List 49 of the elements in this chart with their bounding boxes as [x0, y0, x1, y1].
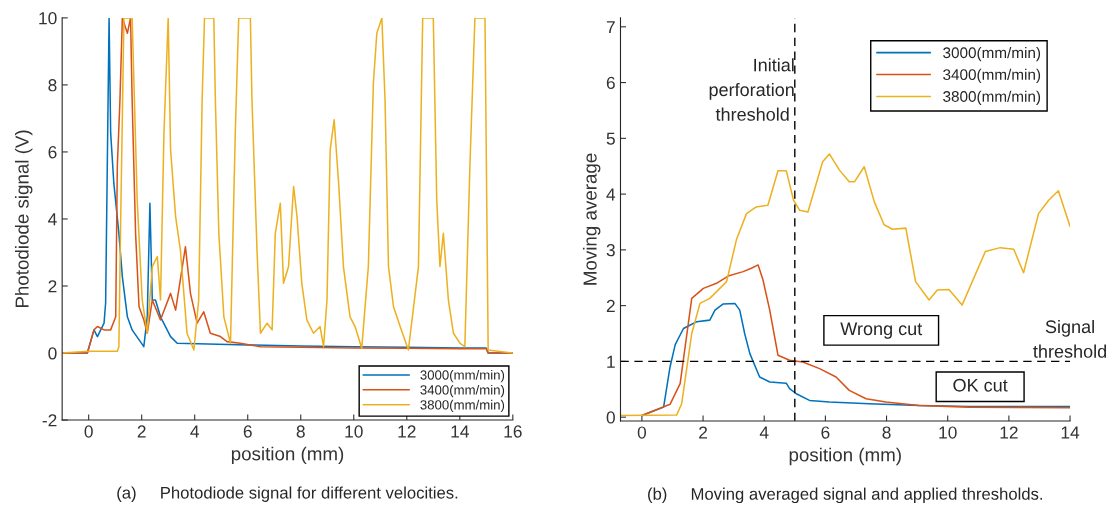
legend-label: 3000(mm/min)	[420, 369, 505, 383]
x-tick-label: 0	[84, 425, 93, 438]
text: (b) Moving averaged signal and applied thresholds.	[648, 487, 1043, 504]
y-tick-label: 8	[48, 79, 57, 92]
x-axis-title: position (mm)	[789, 447, 901, 466]
x-tick-label: 4	[190, 425, 200, 438]
x-tick-label: 0	[637, 426, 647, 439]
x-tick-label: 2	[699, 426, 708, 439]
x-tick-label: 8	[296, 425, 305, 438]
y-tick-label: 3	[606, 244, 615, 257]
y-tick-label: 10	[39, 12, 57, 25]
y-tick-label: 4	[606, 188, 616, 201]
x-tick-label: 2	[137, 425, 146, 438]
legend-label: 3800(mm/min)	[420, 399, 505, 413]
y-tick-label: 1	[607, 355, 615, 368]
line-series	[62, 17, 513, 354]
x-tick-label: 10	[345, 425, 363, 438]
legend-label: 3800(mm/min)	[943, 90, 1041, 105]
y-tick-label: 6	[48, 146, 57, 159]
y-tick-label: 5	[606, 132, 615, 145]
y-axis-title: Photodiode signal (V)	[14, 130, 33, 308]
y-tick-label: 6	[606, 76, 615, 90]
x-tick-label: 10	[939, 426, 957, 439]
y-tick-label: 7	[606, 21, 615, 34]
y-tick-label: 4	[48, 213, 57, 226]
x-tick-label: 12	[1000, 426, 1018, 439]
y-axis-title: Moving average	[582, 153, 601, 285]
y-tick-label: 2	[48, 280, 57, 293]
x-tick-label: 4	[759, 426, 769, 439]
text: (a) Photodiode signal for different velocities.	[117, 486, 458, 502]
ref-line-label: Signal threshold	[1033, 319, 1107, 358]
y-tick-label: 2	[606, 299, 615, 312]
ref-line-label: Initial perforation threshold	[709, 58, 794, 121]
legend-label: 3400(mm/min)	[420, 384, 505, 398]
annotation: OK cut	[953, 378, 1008, 392]
legend-label: 3000(mm/min)	[943, 46, 1041, 62]
x-tick-label: 6	[821, 426, 830, 439]
y-tick-label: 0	[606, 411, 615, 424]
x-axis-title: position (mm)	[231, 446, 344, 465]
x-tick-label: 6	[243, 425, 252, 438]
x-tick-label: 8	[882, 426, 891, 439]
y-tick-label: 0	[48, 347, 57, 360]
legend-label: 3400(mm/min)	[943, 68, 1041, 84]
x-tick-label: 12	[398, 425, 416, 438]
x-tick-label: 14	[1061, 426, 1080, 439]
y-tick-label: -2	[42, 414, 57, 427]
x-tick-label: 16	[504, 425, 522, 438]
annotation: Wrong cut	[840, 322, 923, 339]
x-tick-label: 14	[451, 425, 469, 438]
